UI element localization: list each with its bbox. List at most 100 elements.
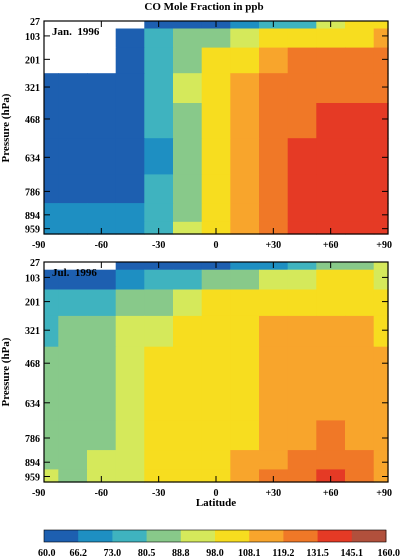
contour-cell (144, 28, 174, 49)
contour-cell (230, 28, 260, 49)
y-tick-label: 634 (25, 153, 40, 164)
contour-cell (144, 420, 174, 451)
contour-cell (144, 174, 174, 204)
contour-cell (345, 73, 375, 104)
contour-cell (230, 269, 260, 291)
colorbar-swatch (283, 530, 318, 542)
colorbar-swatch (351, 530, 387, 542)
contour-cell (44, 203, 59, 223)
y-tick-label: 468 (25, 359, 40, 370)
colorbar-swatch (180, 530, 216, 542)
contour-cell (345, 203, 375, 223)
contour-cell (58, 289, 88, 317)
contour-cell (230, 289, 260, 317)
colorbar-label: 131.5 (306, 548, 329, 559)
y-tick-label: 27 (30, 258, 40, 269)
y-tick-label: 201 (25, 55, 40, 66)
contour-cell (287, 21, 317, 30)
contour-cell (373, 383, 389, 421)
contour-cell (373, 221, 389, 235)
colorbar-label: 119.2 (272, 548, 294, 559)
colorbar-label: 160.0 (378, 548, 401, 559)
contour-cell (316, 174, 346, 204)
contour-cell (373, 103, 389, 139)
contour-cell (58, 269, 88, 291)
contour-cell (58, 262, 88, 271)
contour-cell (201, 346, 231, 384)
contour-cell (44, 174, 59, 204)
contour-cell (173, 21, 203, 30)
contour-cell (58, 73, 88, 104)
contour-cell (44, 138, 59, 175)
x-axis-label: Latitude (196, 497, 236, 509)
contour-cell (115, 420, 145, 451)
contour-cell (259, 203, 289, 223)
july-contour-field (44, 262, 389, 483)
contour-cell (144, 289, 174, 317)
contour-cell (287, 103, 317, 139)
colorbar-swatch (146, 530, 182, 542)
contour-cell (87, 174, 117, 204)
july-panel: Jul. 1996 27 103 201 321 468 634 786 894 959 -90… (0, 258, 392, 509)
contour-cell (44, 420, 59, 451)
contour-cell (201, 450, 231, 470)
x-tick-label: 0 (214, 488, 219, 499)
color-scale-legend: 60.0 66.2 73.0 80.5 88.8 98.0 108.1 119.2 131.5 1… (38, 529, 401, 559)
contour-cell (230, 203, 260, 223)
contour-cell (259, 174, 289, 204)
contour-cell (44, 346, 59, 384)
contour-cell (287, 138, 317, 175)
july-y-ticks: 27 103 201 321 468 634 786 894 959 (25, 258, 388, 484)
contour-cell (44, 47, 59, 74)
colorbar-label: 88.8 (172, 548, 190, 559)
contour-cell (259, 450, 289, 470)
contour-cell (173, 47, 203, 74)
contour-cell (287, 420, 317, 451)
contour-cell (287, 469, 317, 483)
contour-cell (259, 138, 289, 175)
contour-cell (287, 346, 317, 384)
contour-cell (58, 203, 88, 223)
y-tick-label: 103 (25, 32, 40, 43)
x-tick-label: 0 (214, 240, 219, 251)
contour-cell (115, 289, 145, 317)
contour-cell (115, 47, 145, 74)
contour-cell (201, 174, 231, 204)
contour-cell (345, 47, 375, 74)
contour-cell (87, 315, 117, 348)
contour-cell (58, 138, 88, 175)
contour-cell (316, 383, 346, 421)
contour-cell (201, 420, 231, 451)
y-tick-label: 786 (25, 434, 40, 445)
contour-cell (173, 383, 203, 421)
contour-cell (287, 47, 317, 74)
contour-cell (230, 47, 260, 74)
contour-cell (173, 469, 203, 483)
contour-cell (201, 289, 231, 317)
contour-cell (345, 383, 375, 421)
contour-cell (87, 383, 117, 421)
colorbar-label: 60.0 (38, 548, 56, 559)
colorbar-swatch (317, 530, 353, 542)
contour-cell (58, 21, 88, 30)
contour-cell (58, 103, 88, 139)
contour-cell (201, 47, 231, 74)
contour-cell (58, 174, 88, 204)
contour-cell (373, 346, 389, 384)
x-tick-label: +90 (376, 488, 392, 499)
contour-cell (373, 420, 389, 451)
contour-cell (58, 28, 88, 49)
contour-cell (58, 383, 88, 421)
contour-cell (373, 469, 389, 483)
colorbar-swatch (44, 530, 79, 542)
contour-cell (44, 262, 59, 271)
contour-cell (115, 469, 145, 483)
contour-cell (287, 73, 317, 104)
x-tick-label: -90 (32, 488, 45, 499)
january-annotation: Jan. 1996 (52, 26, 100, 38)
contour-cell (173, 28, 203, 49)
x-tick-label: -60 (95, 240, 108, 251)
contour-cell (58, 450, 88, 470)
contour-cell (87, 289, 117, 317)
contour-cell (373, 73, 389, 104)
